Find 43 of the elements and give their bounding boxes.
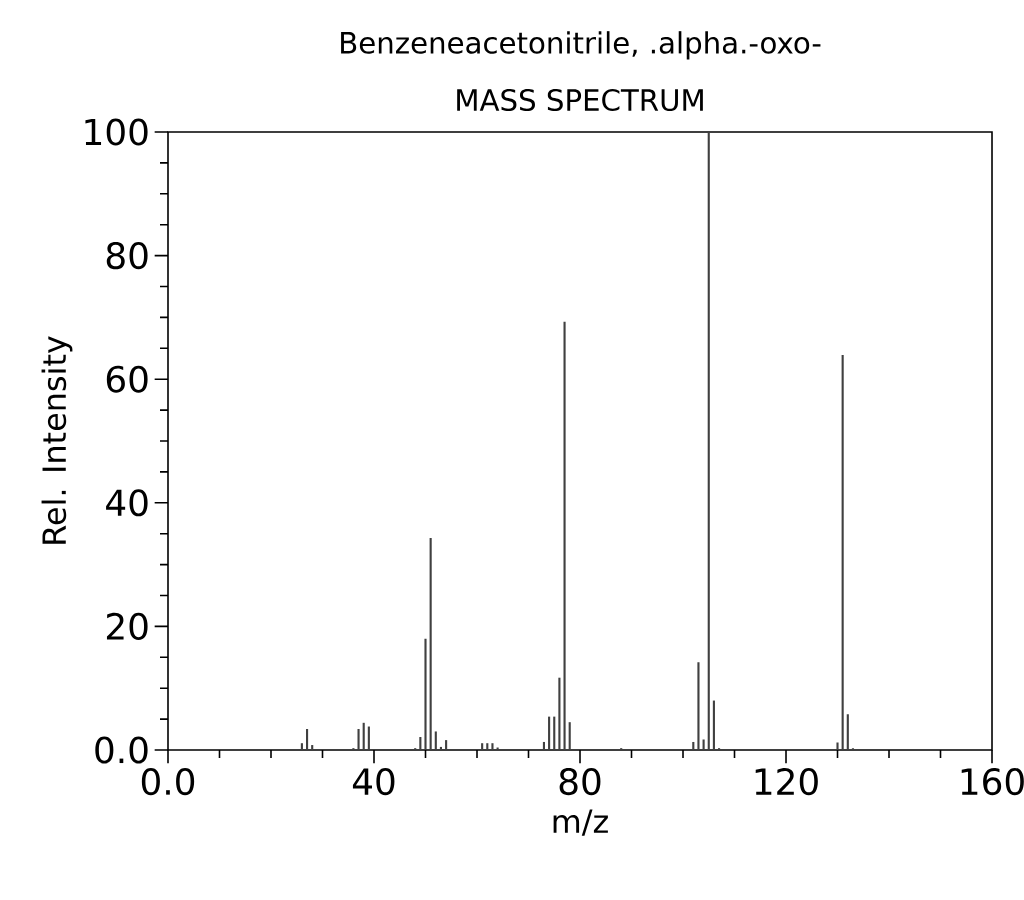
y-tick-label: 80 <box>106 242 148 270</box>
bar <box>712 700 715 750</box>
bar <box>434 731 437 750</box>
bar <box>702 739 705 750</box>
bar <box>305 728 309 750</box>
bar <box>568 722 571 750</box>
x-tick-label: 40 <box>352 768 395 796</box>
bar <box>481 743 484 750</box>
x-tick-label: 160 <box>961 768 1024 796</box>
bar <box>692 741 695 750</box>
bar <box>424 638 427 750</box>
bar <box>445 740 448 750</box>
bar <box>841 355 844 750</box>
bar <box>419 737 422 750</box>
bar <box>563 321 566 750</box>
chart-title: Benzeneacetonitrile, .alpha.-oxo- <box>341 31 821 60</box>
bar <box>542 741 546 750</box>
y-tick-label: 40 <box>106 489 148 517</box>
x-tick-label: 80 <box>559 768 601 796</box>
bar <box>558 677 561 750</box>
bar <box>362 722 365 750</box>
y-axis-title: Rel. Intensity <box>41 336 73 544</box>
y-tick-label: 20 <box>106 612 148 640</box>
bar <box>367 726 370 750</box>
bar <box>836 742 839 750</box>
bar <box>311 745 314 750</box>
bar <box>357 728 360 750</box>
bar <box>486 743 489 750</box>
x-tick-label: 120 <box>755 768 818 796</box>
bar <box>553 716 556 750</box>
x-tick-label: 0.0 <box>141 768 195 796</box>
bar <box>300 743 303 750</box>
bar <box>697 662 700 750</box>
y-tick-label: 60 <box>106 365 148 393</box>
bar <box>491 743 494 750</box>
bar <box>429 538 432 750</box>
chart-subtitle: MASS SPECTRUM <box>457 88 703 112</box>
y-tick-label: 100 <box>85 118 148 146</box>
x-axis-title: m/z <box>553 809 608 836</box>
bar <box>846 714 849 750</box>
y-tick-label: 0.0 <box>95 736 148 764</box>
bar <box>707 131 710 750</box>
bar <box>548 716 551 750</box>
